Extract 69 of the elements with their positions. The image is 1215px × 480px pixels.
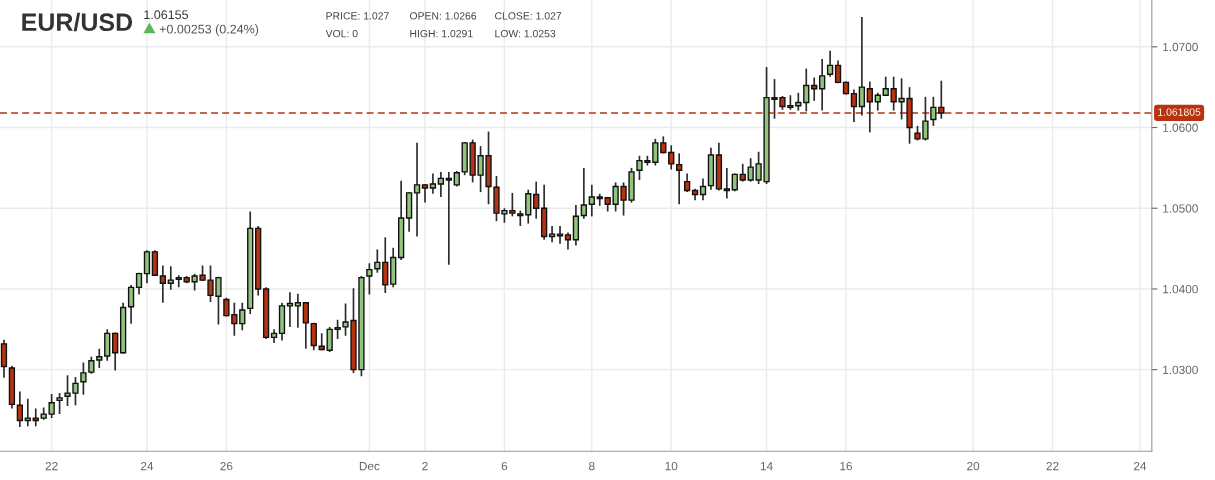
- annotation: VOL: 0: [325, 29, 358, 38]
- candlestick: [437, 171, 445, 198]
- y-tick-label: 1.0500: [1163, 204, 1198, 213]
- x-tick-label: 14: [760, 462, 773, 471]
- candlestick: [723, 167, 730, 200]
- y-tick-label: 1.0700: [1163, 42, 1198, 52]
- candlestick: [858, 16, 866, 117]
- x-tick-label: 20: [967, 461, 980, 471]
- candlestick: [683, 172, 691, 193]
- x-tick-label: 10: [665, 461, 678, 471]
- chart-title: EUR/USD: [22, 12, 133, 32]
- candlestick: [366, 262, 373, 296]
- candlestick: [803, 67, 810, 113]
- candlestick: [302, 301, 309, 350]
- candlestick: [104, 328, 111, 362]
- candlestick: [310, 322, 317, 352]
- candlestick: [429, 172, 437, 195]
- candlestick: [588, 184, 595, 218]
- ref-line-label: 1.061805: [1158, 108, 1201, 116]
- annotation: LOW: 1.0253: [495, 29, 556, 38]
- x-tick-label: 26: [220, 461, 233, 471]
- candlestick: [127, 284, 135, 325]
- annotation: HIGH: 1.0291: [410, 29, 473, 38]
- candlestick: [676, 152, 683, 206]
- annotation: +0.00253 (0.24%): [159, 24, 259, 36]
- x-tick-label: 16: [840, 461, 853, 471]
- candlestick: [445, 171, 452, 266]
- candlestick: [0, 338, 8, 379]
- y-tick-label: 1.0300: [1163, 365, 1198, 375]
- candlestick: [167, 265, 174, 291]
- x-tick-label: 8: [589, 461, 595, 471]
- candlestick: [556, 225, 564, 245]
- candlestick: [56, 392, 63, 415]
- annotation: CLOSE: 1.027: [495, 12, 562, 20]
- x-tick-label: 22: [45, 461, 58, 471]
- candlestick: [668, 144, 675, 171]
- candlestick: [143, 249, 151, 285]
- x-tick-label: 6: [501, 461, 508, 471]
- candlestick: [580, 167, 588, 220]
- candlestick: [151, 249, 159, 277]
- x-tick-label: 24: [1133, 461, 1147, 471]
- candlestick: [159, 264, 167, 304]
- candlestick: [32, 407, 39, 428]
- candlestick: [819, 58, 826, 112]
- candlestick: [826, 50, 834, 78]
- y-tick-label: 1.0400: [1163, 285, 1198, 294]
- x-tick-label: 2: [422, 461, 428, 471]
- annotation: PRICE: 1.027: [326, 12, 389, 20]
- candlestick: [525, 188, 532, 225]
- candlestick: [382, 236, 389, 294]
- candlestick: [533, 180, 540, 220]
- candlestick: [572, 204, 580, 247]
- x-tick-label: Dec: [359, 462, 380, 471]
- x-tick-label: 24: [140, 461, 154, 471]
- candlestick: [699, 177, 707, 202]
- y-tick-label: 1.0600: [1163, 123, 1198, 132]
- candlestick: [596, 192, 603, 207]
- candlestick: [16, 390, 24, 428]
- x-tick-label: 22: [1046, 461, 1059, 471]
- candlestick: [294, 292, 302, 329]
- candlestick: [286, 291, 294, 328]
- candlestick: [239, 301, 246, 331]
- candlestick: [421, 183, 429, 204]
- annotation: OPEN: 1.0266: [409, 12, 477, 20]
- candlestick: [175, 274, 182, 289]
- candlestick: [24, 397, 31, 428]
- text: 1.06155: [144, 10, 189, 20]
- candlestick: [413, 142, 421, 238]
- candlestick: [112, 331, 119, 372]
